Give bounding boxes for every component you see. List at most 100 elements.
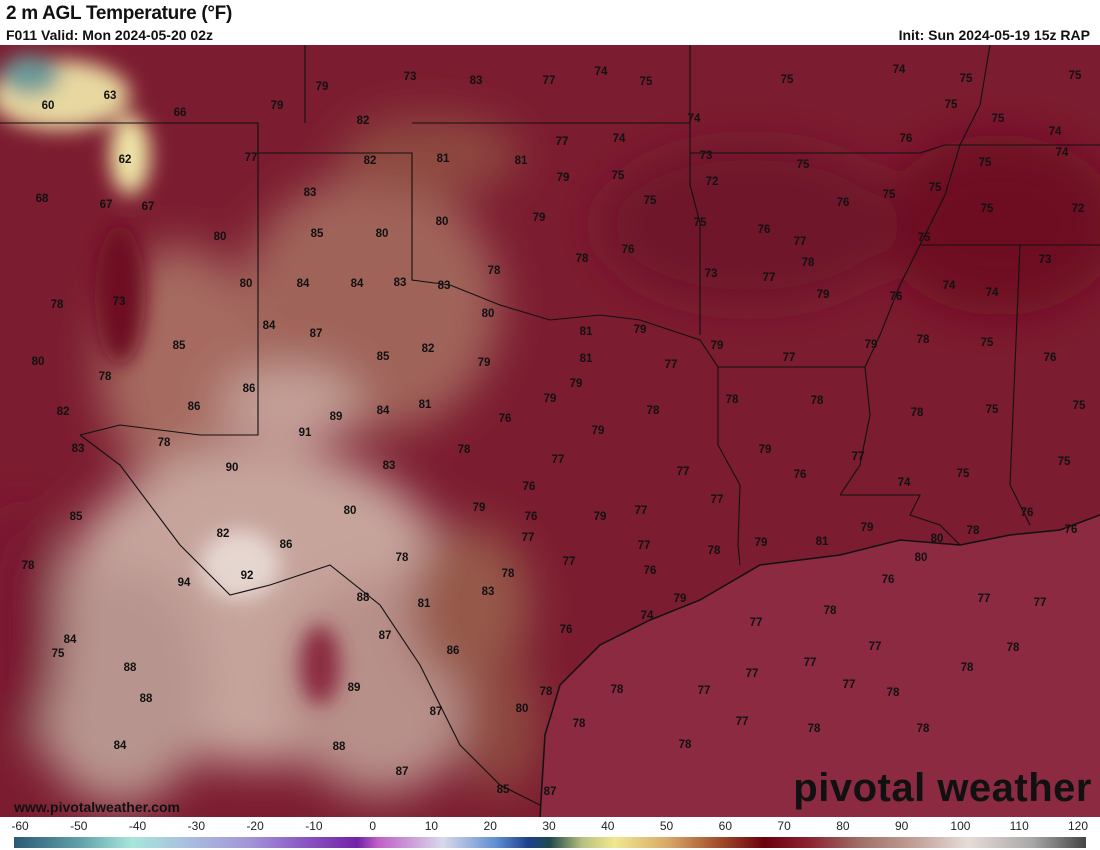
station-temperature: 79 [710, 340, 724, 352]
station-temperature: 78 [823, 605, 837, 617]
station-temperature: 78 [575, 253, 589, 265]
station-temperature: 77 [697, 685, 711, 697]
station-temperature: 77 [782, 352, 796, 364]
station-temperature: 87 [309, 328, 323, 340]
station-temperature: 75 [985, 404, 999, 416]
station-temperature: 77 [555, 136, 569, 148]
station-temperature: 83 [393, 277, 407, 289]
station-temperature: 76 [621, 244, 635, 256]
station-temperature: 79 [754, 537, 768, 549]
station-temperature: 76 [643, 565, 657, 577]
map-canvas [0, 45, 1100, 817]
station-temperature: 76 [836, 197, 850, 209]
station-temperature: 74 [942, 280, 956, 292]
station-temperature: 85 [496, 784, 510, 796]
station-temperature: 76 [1064, 524, 1078, 536]
colorbar-tick-label: 60 [718, 819, 733, 833]
colorbar-tick-label: 0 [369, 819, 376, 833]
pivotal-weather-logo: pivotal weather [793, 766, 1092, 810]
station-temperature: 78 [810, 395, 824, 407]
station-temperature: 79 [860, 522, 874, 534]
station-temperature: 66 [173, 107, 187, 119]
colorbar-tick-label: -60 [11, 819, 29, 833]
station-temperature: 86 [187, 401, 201, 413]
colorbar-tick-label: -50 [70, 819, 88, 833]
station-temperature: 87 [378, 630, 392, 642]
station-temperature: 75 [991, 113, 1005, 125]
station-temperature: 78 [98, 371, 112, 383]
station-temperature: 75 [928, 182, 942, 194]
station-temperature: 77 [244, 152, 258, 164]
station-temperature: 78 [916, 334, 930, 346]
station-temperature: 62 [118, 154, 132, 166]
station-temperature: 78 [1006, 642, 1020, 654]
station-temperature: 72 [1071, 203, 1085, 215]
colorbar-tick-label: 20 [483, 819, 497, 833]
station-temperature: 79 [315, 81, 329, 93]
station-temperature: 77 [868, 641, 882, 653]
station-temperature: 91 [298, 427, 312, 439]
station-temperature: 67 [141, 201, 155, 213]
station-temperature: 77 [634, 505, 648, 517]
station-temperature: 88 [139, 693, 153, 705]
station-temperature: 77 [851, 451, 865, 463]
station-temperature: 79 [556, 172, 570, 184]
station-temperature: 77 [664, 359, 678, 371]
station-temperature: 60 [41, 100, 55, 112]
station-temperature: 77 [793, 236, 807, 248]
colorbar-tick-label: 70 [777, 819, 791, 833]
station-temperature: 76 [881, 574, 895, 586]
station-temperature: 74 [612, 133, 626, 145]
colorbar-tick-label: 30 [542, 819, 556, 833]
colorbar-tick-label: -40 [128, 819, 147, 833]
station-temperature: 77 [745, 668, 759, 680]
station-temperature: 84 [262, 320, 276, 332]
station-temperature: 76 [1020, 507, 1034, 519]
station-temperature: 90 [225, 462, 239, 474]
station-temperature: 73 [699, 150, 713, 162]
station-temperature: 88 [356, 592, 370, 604]
station-temperature: 80 [343, 505, 357, 517]
colorbar: -60 -50 -40 -30 -20 -10 0 10 20 30 40 50 60 70 80 90 100… [0, 817, 1100, 850]
colorbar-tick-label: 100 [950, 819, 971, 833]
station-temperature: 77 [762, 272, 776, 284]
colorbar-gradient [14, 837, 1086, 848]
station-temperature: 78 [157, 437, 171, 449]
station-temperature: 78 [539, 686, 553, 698]
station-temperature: 75 [1057, 456, 1071, 468]
station-temperature: 80 [481, 308, 495, 320]
station-temperature: 83 [481, 586, 495, 598]
station-temperature: 73 [403, 71, 417, 83]
station-temperature: 84 [350, 278, 364, 290]
station-temperature: 77 [562, 556, 576, 568]
station-temperature: 78 [572, 718, 586, 730]
station-temperature: 80 [435, 216, 449, 228]
station-temperature: 82 [216, 528, 230, 540]
station-temperature: 75 [944, 99, 958, 111]
colorbar-tick-label: -30 [187, 819, 205, 833]
station-temperature: 78 [501, 568, 515, 580]
station-temperature: 77 [710, 494, 724, 506]
station-temperature: 79 [673, 593, 687, 605]
station-temperature: 76 [524, 511, 538, 523]
colorbar-tick-label: -10 [305, 819, 323, 833]
colorbar-tick-label: -20 [246, 819, 264, 833]
station-temperature: 75 [956, 468, 970, 480]
station-temperature: 83 [303, 187, 317, 199]
station-temperature: 82 [363, 155, 377, 167]
station-temperature: 84 [376, 405, 390, 417]
station-temperature: 78 [960, 662, 974, 674]
station-temperature: 81 [418, 399, 432, 411]
station-temperature: 77 [803, 657, 817, 669]
valid-time: F011 Valid: Mon 2024-05-20 02z [6, 27, 213, 43]
station-temperature: 77 [676, 466, 690, 478]
station-temperature: 75 [693, 217, 707, 229]
station-temperature: 76 [1043, 352, 1057, 364]
station-temperature: 92 [240, 570, 254, 582]
station-temperature: 79 [532, 212, 546, 224]
station-temperature: 75 [639, 76, 653, 88]
station-temperature: 78 [966, 525, 980, 537]
station-temperature: 76 [522, 481, 536, 493]
station-temperature: 78 [707, 545, 721, 557]
station-temperature: 79 [816, 289, 830, 301]
